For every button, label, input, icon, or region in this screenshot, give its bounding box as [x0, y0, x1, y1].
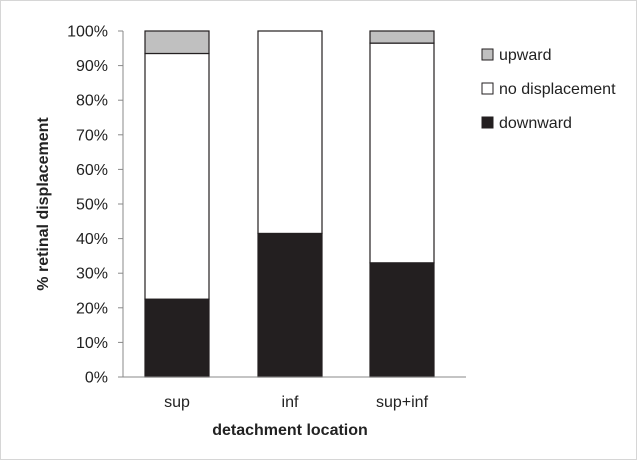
bar-segment-upward — [369, 30, 435, 44]
x-tick-label: sup — [164, 394, 190, 411]
y-tick-label: 60% — [76, 162, 108, 179]
x-tick-label: sup+inf — [376, 394, 429, 411]
legend-label: upward — [499, 47, 551, 64]
legend: upward no displacement downward — [481, 47, 616, 132]
legend-label: downward — [499, 115, 572, 132]
y-tick-label: 70% — [76, 127, 108, 144]
y-tick-label: 40% — [76, 231, 108, 248]
y-tick-label: 0% — [85, 370, 108, 387]
x-axis-title: detachment location — [212, 422, 368, 439]
x-axis: sup inf sup+inf — [123, 376, 466, 411]
x-tick-label: inf — [282, 394, 299, 411]
bar-segment-no-displacement — [257, 30, 323, 235]
y-tick-label: 80% — [76, 93, 108, 110]
y-tick-label: 20% — [76, 300, 108, 317]
legend-swatch — [481, 48, 494, 61]
legend-swatch — [481, 82, 494, 95]
y-tick-label: 10% — [76, 335, 108, 352]
bar-segment-downward — [257, 232, 323, 378]
bars — [144, 30, 435, 378]
y-tick-label: 30% — [76, 266, 108, 283]
legend-label: no displacement — [499, 81, 616, 98]
bar-segment-downward — [144, 298, 210, 378]
y-tick-label: 90% — [76, 58, 108, 75]
legend-swatch — [481, 116, 494, 129]
bar-segment-downward — [369, 262, 435, 378]
y-tick-label: 50% — [76, 197, 108, 214]
bar-segment-no-displacement — [369, 42, 435, 264]
y-axis-title: % retinal displacement — [35, 117, 52, 291]
bar-segment-no-displacement — [144, 52, 210, 300]
y-tick-label: 100% — [67, 24, 108, 41]
y-axis: 0% 10% 20% 30% 40% 50% 60% 70% 80% 90% 100% — [67, 24, 124, 387]
bar-segment-upward — [144, 30, 210, 55]
